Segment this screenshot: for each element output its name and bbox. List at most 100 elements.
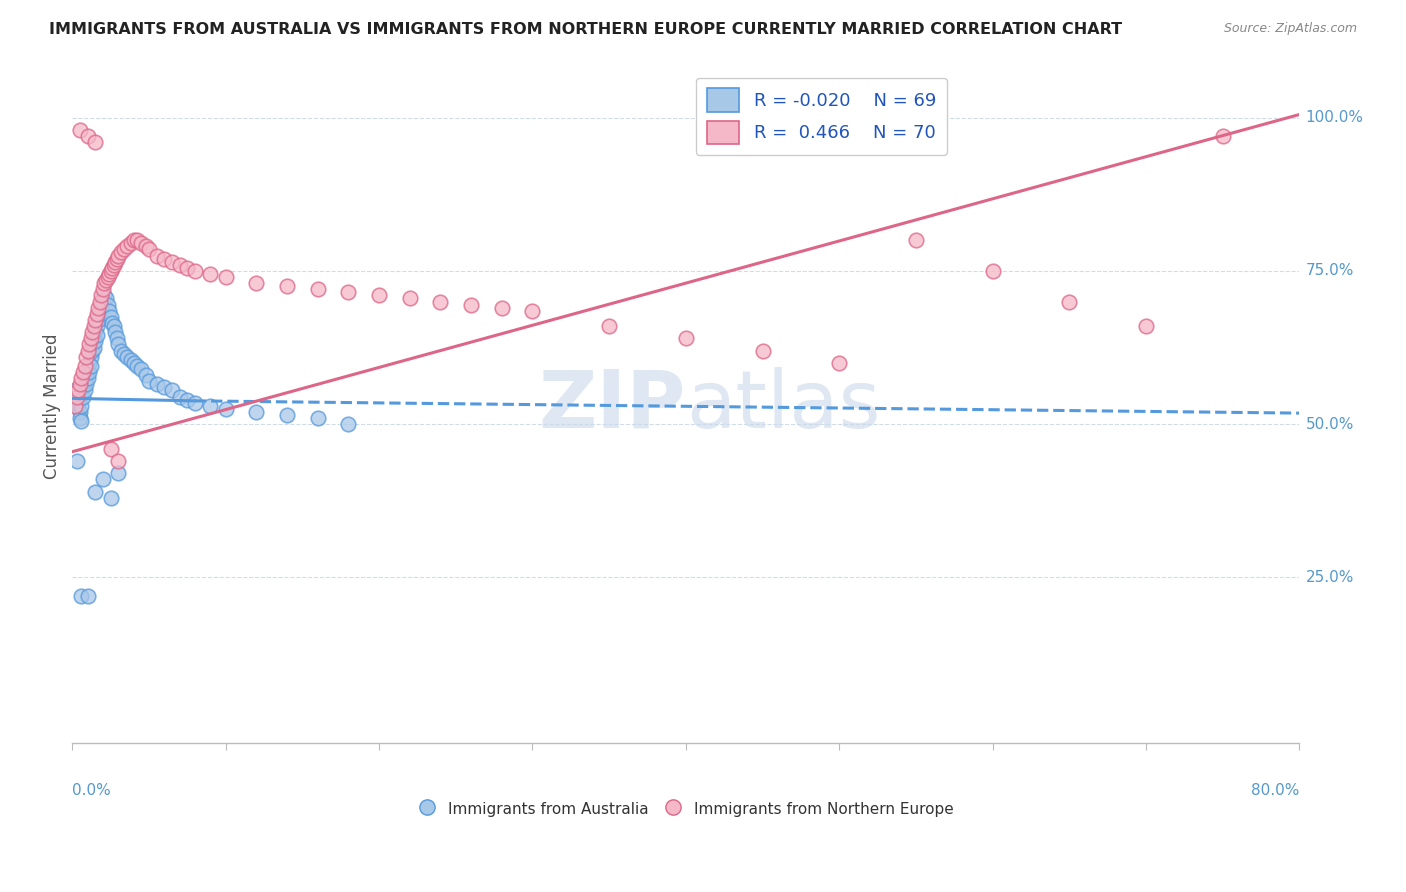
Point (307, 411, 329, 425)
Text: 75.0%: 75.0% (1306, 263, 1354, 278)
Point (117, 239, 139, 253)
Point (904, 233, 927, 247)
Text: Source: ZipAtlas.com: Source: ZipAtlas.com (1223, 22, 1357, 36)
Point (89, 307, 111, 321)
Point (120, 352, 142, 367)
Point (83, 331, 105, 345)
Point (98, 267, 121, 281)
Point (70, 414, 93, 428)
Point (76, 343, 98, 358)
Point (145, 377, 167, 392)
Point (160, 254, 183, 268)
Point (122, 233, 145, 247)
Point (70, 371, 93, 385)
Point (129, 236, 152, 251)
Point (75, 368, 97, 383)
Point (107, 248, 129, 262)
Point (83, 319, 105, 334)
Point (214, 401, 236, 416)
Point (72, 390, 94, 404)
Point (94, 292, 117, 306)
Point (1059, 294, 1081, 309)
Point (184, 264, 207, 278)
Point (429, 294, 451, 309)
Point (79, 350, 101, 364)
Text: 100.0%: 100.0% (1306, 110, 1364, 125)
Point (96, 270, 118, 285)
Point (105, 331, 128, 345)
Point (368, 288, 391, 302)
Legend: Immigrants from Australia, Immigrants from Northern Europe: Immigrants from Australia, Immigrants fr… (412, 795, 960, 822)
Point (176, 392, 198, 407)
Point (307, 282, 329, 296)
Point (138, 374, 160, 388)
Point (66, 454, 89, 468)
Point (70, 589, 93, 603)
Point (276, 279, 298, 293)
Point (86, 319, 108, 334)
Point (65, 384, 87, 398)
Point (100, 310, 122, 324)
Point (104, 325, 127, 339)
Point (73, 359, 96, 373)
Point (84, 334, 107, 349)
Point (104, 254, 127, 268)
Point (176, 260, 198, 275)
Point (87, 301, 110, 315)
Point (120, 236, 142, 251)
Text: 50.0%: 50.0% (1306, 417, 1354, 432)
Point (72, 365, 94, 379)
Point (103, 319, 125, 334)
Point (79, 331, 101, 345)
Text: atlas: atlas (686, 367, 880, 445)
Point (110, 245, 132, 260)
Point (67, 384, 90, 398)
Point (160, 384, 183, 398)
Point (153, 252, 176, 266)
Point (84, 325, 107, 339)
Point (337, 285, 360, 300)
Point (69, 377, 91, 392)
Text: 25.0%: 25.0% (1306, 570, 1354, 585)
Point (125, 359, 148, 373)
Point (79, 359, 101, 373)
Point (101, 260, 124, 275)
Point (77, 365, 100, 379)
Point (73, 374, 96, 388)
Point (82, 325, 104, 339)
Point (69, 411, 91, 425)
Point (135, 239, 157, 253)
Point (107, 454, 129, 468)
Point (77, 356, 100, 370)
Point (245, 276, 267, 290)
Point (91, 294, 114, 309)
Point (70, 399, 93, 413)
Point (122, 356, 145, 370)
Point (828, 356, 851, 370)
Point (276, 408, 298, 422)
Point (337, 417, 360, 432)
Point (65, 399, 87, 413)
Point (981, 264, 1004, 278)
Point (214, 270, 236, 285)
Point (125, 233, 148, 247)
Point (66, 392, 89, 407)
Y-axis label: Currently Married: Currently Married (44, 333, 60, 478)
Point (100, 491, 122, 505)
Point (83, 341, 105, 355)
Point (1135, 319, 1157, 334)
Point (169, 258, 191, 272)
Point (90, 301, 112, 315)
Point (491, 301, 513, 315)
Point (751, 343, 773, 358)
Point (100, 264, 122, 278)
Point (87, 313, 110, 327)
Point (153, 380, 176, 394)
Point (138, 243, 160, 257)
Point (105, 252, 128, 266)
Point (76, 362, 98, 376)
Point (84, 313, 107, 327)
Point (76, 371, 98, 385)
Point (245, 405, 267, 419)
Point (200, 267, 222, 281)
